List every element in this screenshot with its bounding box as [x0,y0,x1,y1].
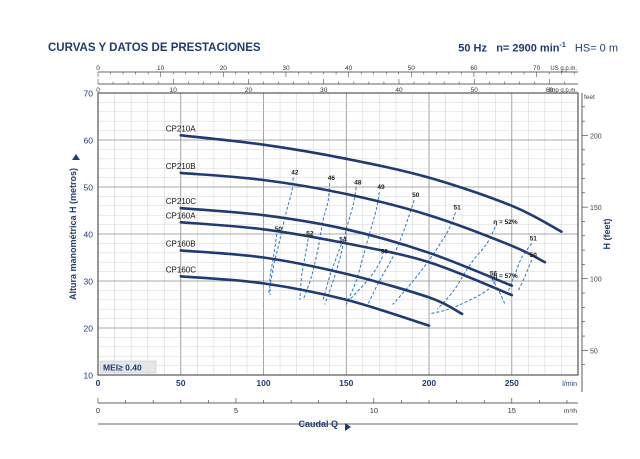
x-tick-label: 250 [505,378,519,388]
efficiency-line [302,183,331,300]
efficiency-label: η = 52% [493,219,518,226]
efficiency-label: 51 [454,204,462,211]
us-gpm-tick-label: 50 [408,65,416,72]
m3h-tick-label: 10 [370,406,378,415]
us-gpm-unit-label: US g.p.m. [550,66,577,72]
efficiency-line [269,233,278,296]
grid [98,93,578,375]
series-curve [179,134,563,233]
us-gpm-tick-label: 60 [470,65,478,72]
series-label: CP160A [166,211,196,220]
efficiency-label: 52 [306,231,314,238]
mei-badge [99,360,157,374]
x-tick-label: 150 [339,378,353,388]
efficiency-label: 54 [339,236,347,243]
us-gpm-tick-label: 70 [533,65,541,72]
series-curve [179,221,514,297]
feet-tick-label: 100 [590,277,602,284]
page-title: CURVAS Y DATOS DE PRESTACIONES [48,42,261,54]
x-tick-label: 200 [422,378,436,388]
efficiency-line [268,177,294,296]
series-label: CP210B [166,162,196,171]
imp-gpm-tick-label: 20 [245,87,253,94]
y-tick-label: 30 [84,277,94,287]
series-curve [179,275,431,327]
efficiency-label: η = 57% [493,273,518,280]
y-tick-label: 10 [84,371,94,381]
y-tick-label: 70 [84,89,94,99]
x-axis-label: Caudal Q [298,419,338,429]
efficiency-line [324,187,357,305]
efficiency-line [392,212,456,305]
efficiency-label: 50 [275,226,283,233]
x-tick-label: 100 [256,378,270,388]
imp-gpm-tick-label: 0 [96,87,100,94]
x-tick-label: 50 [176,378,186,388]
spec-header: 50 Hz n= 2900 min-1 HS= 0 m [458,42,618,55]
series-label: CP160C [166,265,196,274]
efficiency-label: 51 [530,235,538,242]
efficiency-label: 48 [354,179,362,186]
imp-gpm-unit-label: Imp g.p.m. [549,88,578,94]
series-curve [179,206,514,287]
imp-gpm-tick-label: 30 [320,87,328,94]
frequency-label: 50 Hz [458,42,488,55]
efficiency-label: 46 [328,175,336,182]
efficiency-line [436,226,496,310]
mei-badge-label: MEI≥ 0.40 [103,363,142,373]
us-gpm-tick-label: 10 [157,65,165,72]
y-tick-label: 40 [84,230,94,240]
x-axis-arrow-icon [345,423,351,431]
y-axis-arrow-icon [72,154,80,160]
efficiency-line [508,243,533,291]
speed-label: n= 2900 min [496,42,560,55]
series-label: CP210C [166,197,196,206]
efficiency-line [428,280,496,315]
us-gpm-tick-label: 30 [282,65,290,72]
curves [179,134,563,327]
y-tick-label: 50 [84,183,94,193]
x-tick-label: 0 [96,378,101,388]
feet-tick-label: 50 [590,348,598,355]
hs-label: HS= 0 m [574,42,618,55]
feet-unit-label: feet [584,94,595,101]
plot-frame [97,92,579,376]
efficiency-label: 50 [530,252,538,259]
series-label: CP210A [166,124,196,133]
us-gpm-tick-label: 40 [345,65,353,72]
efficiency-line [322,244,342,300]
imp-gpm-tick-label: 10 [170,87,178,94]
y-axis-label: Altura manométrica H (metros) [68,168,78,300]
y-tick-label: 60 [84,136,94,146]
m3h-tick-label: 5 [234,406,238,415]
imp-gpm-tick-label: 50 [471,87,479,94]
us-gpm-tick-label: 20 [220,65,228,72]
series-curve [179,171,547,264]
series-curve [179,249,464,316]
efficiency-line [345,192,380,305]
feet-tick-label: 200 [590,133,602,140]
imp-gpm-tick-label: 60 [546,87,554,94]
x-unit-label: l/min [562,381,577,388]
m3h-tick-label: 15 [508,406,516,415]
efficiency-label: 56 [381,249,389,256]
series-label: CP160B [166,239,196,248]
feet-tick-label: 150 [590,205,602,212]
us-gpm-tick-label: 0 [96,65,100,72]
efficiency-label: 42 [291,170,299,177]
efficiency-line [491,278,506,305]
efficiency-label: 56 [490,271,498,278]
y-tick-label: 20 [84,324,94,334]
efficiency-label: 50 [412,192,420,199]
m3h-unit-label: m³/h [564,408,577,415]
imp-gpm-tick-label: 40 [395,87,403,94]
efficiency-line [517,259,533,291]
speed-unit-sup: -1 [559,42,566,49]
y-axis-right-label: H (feet) [602,218,612,249]
m3h-tick-label: 0 [96,406,100,415]
efficiency-label: 49 [377,184,385,191]
